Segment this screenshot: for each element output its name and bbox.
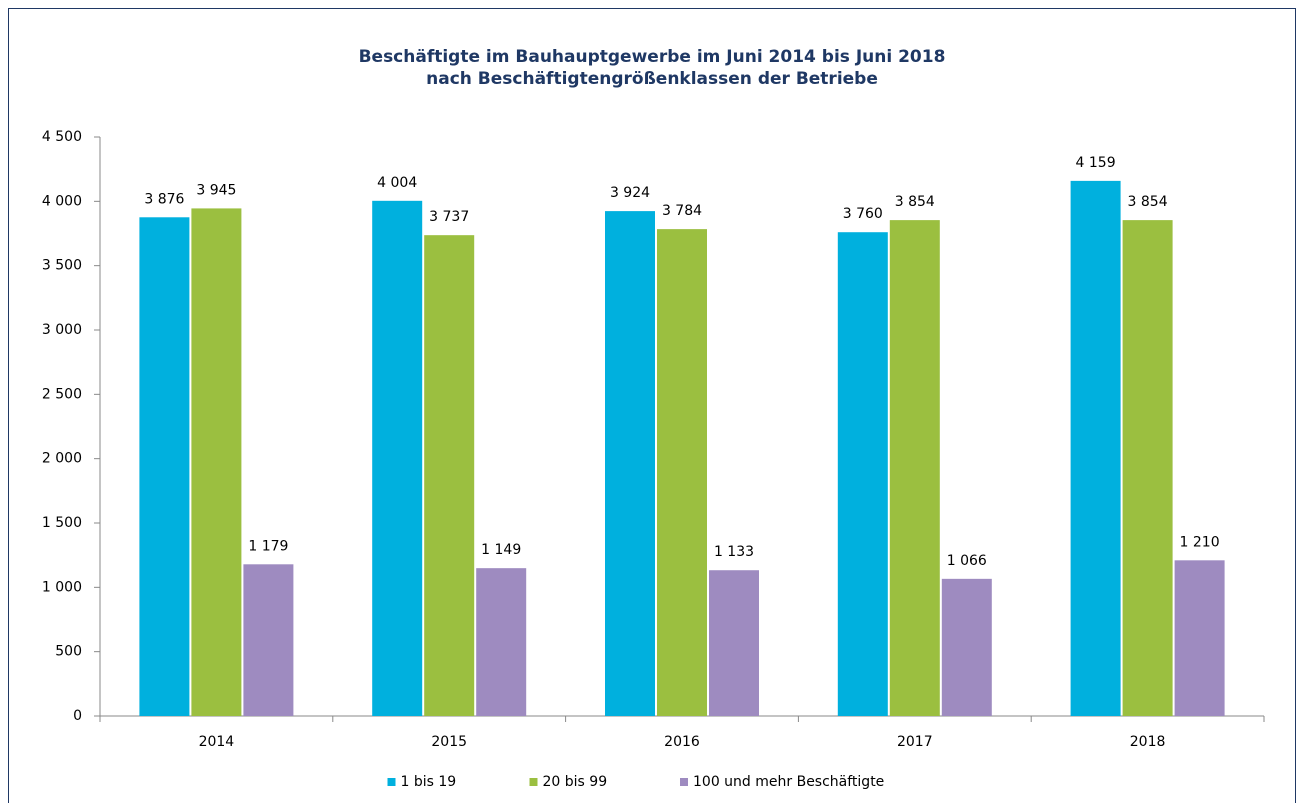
bar — [424, 235, 475, 716]
value-label: 3 760 — [843, 206, 883, 222]
legend-label: 1 bis 19 — [401, 774, 457, 790]
y-tick-label: 4 000 — [42, 193, 82, 209]
y-tick-label: 4 500 — [42, 129, 82, 145]
y-tick-label: 500 — [55, 644, 82, 660]
y-tick-label: 2 000 — [42, 451, 82, 467]
legend-swatch — [387, 778, 396, 786]
bar — [476, 568, 527, 716]
y-tick-label: 2 500 — [42, 386, 82, 402]
value-label: 4 159 — [1076, 155, 1116, 171]
legend-label: 20 bis 99 — [543, 774, 608, 790]
bar — [709, 570, 759, 716]
legend-swatch — [529, 778, 538, 786]
legend-swatch — [680, 778, 688, 786]
x-tick-label: 2014 — [199, 734, 235, 750]
y-tick-label: 1 000 — [42, 579, 82, 595]
bar — [372, 200, 423, 716]
value-label: 1 179 — [248, 538, 288, 554]
x-tick-label: 2016 — [664, 734, 700, 750]
value-label: 1 210 — [1180, 534, 1220, 550]
x-tick-label: 2017 — [897, 734, 933, 750]
bar — [1122, 220, 1173, 717]
value-label: 3 876 — [144, 191, 184, 207]
x-tick-label: 2015 — [431, 734, 467, 750]
value-label: 1 149 — [481, 542, 521, 558]
y-tick-label: 3 000 — [42, 322, 82, 338]
value-label: 4 004 — [377, 175, 417, 191]
bar — [657, 229, 707, 716]
bar — [837, 232, 888, 717]
legend-label: 100 und mehr Beschäftigte — [693, 774, 884, 790]
value-label: 1 133 — [714, 544, 754, 560]
bar — [139, 217, 190, 716]
chart-title: Beschäftigte im Bauhauptgewerbe im Juni … — [359, 47, 946, 67]
chart-subtitle: nach Beschäftigtengrößenklassen der Betr… — [426, 69, 878, 89]
y-tick-label: 3 500 — [42, 258, 82, 274]
value-label: 3 854 — [1128, 194, 1168, 210]
value-label: 3 924 — [610, 185, 650, 201]
value-label: 1 066 — [947, 553, 987, 569]
x-tick-label: 2018 — [1130, 734, 1166, 750]
bar — [889, 220, 940, 717]
bar — [605, 211, 655, 716]
value-label: 3 784 — [662, 203, 702, 219]
bar — [191, 208, 242, 716]
bar — [1174, 560, 1225, 716]
value-label: 3 854 — [895, 194, 935, 210]
bar — [243, 564, 294, 716]
frame — [8, 8, 1296, 803]
bar — [941, 578, 992, 716]
bar — [1070, 180, 1121, 716]
value-label: 3 737 — [429, 209, 469, 225]
y-tick-label: 0 — [73, 708, 82, 724]
y-tick-label: 1 500 — [42, 515, 82, 531]
value-label: 3 945 — [196, 182, 236, 198]
